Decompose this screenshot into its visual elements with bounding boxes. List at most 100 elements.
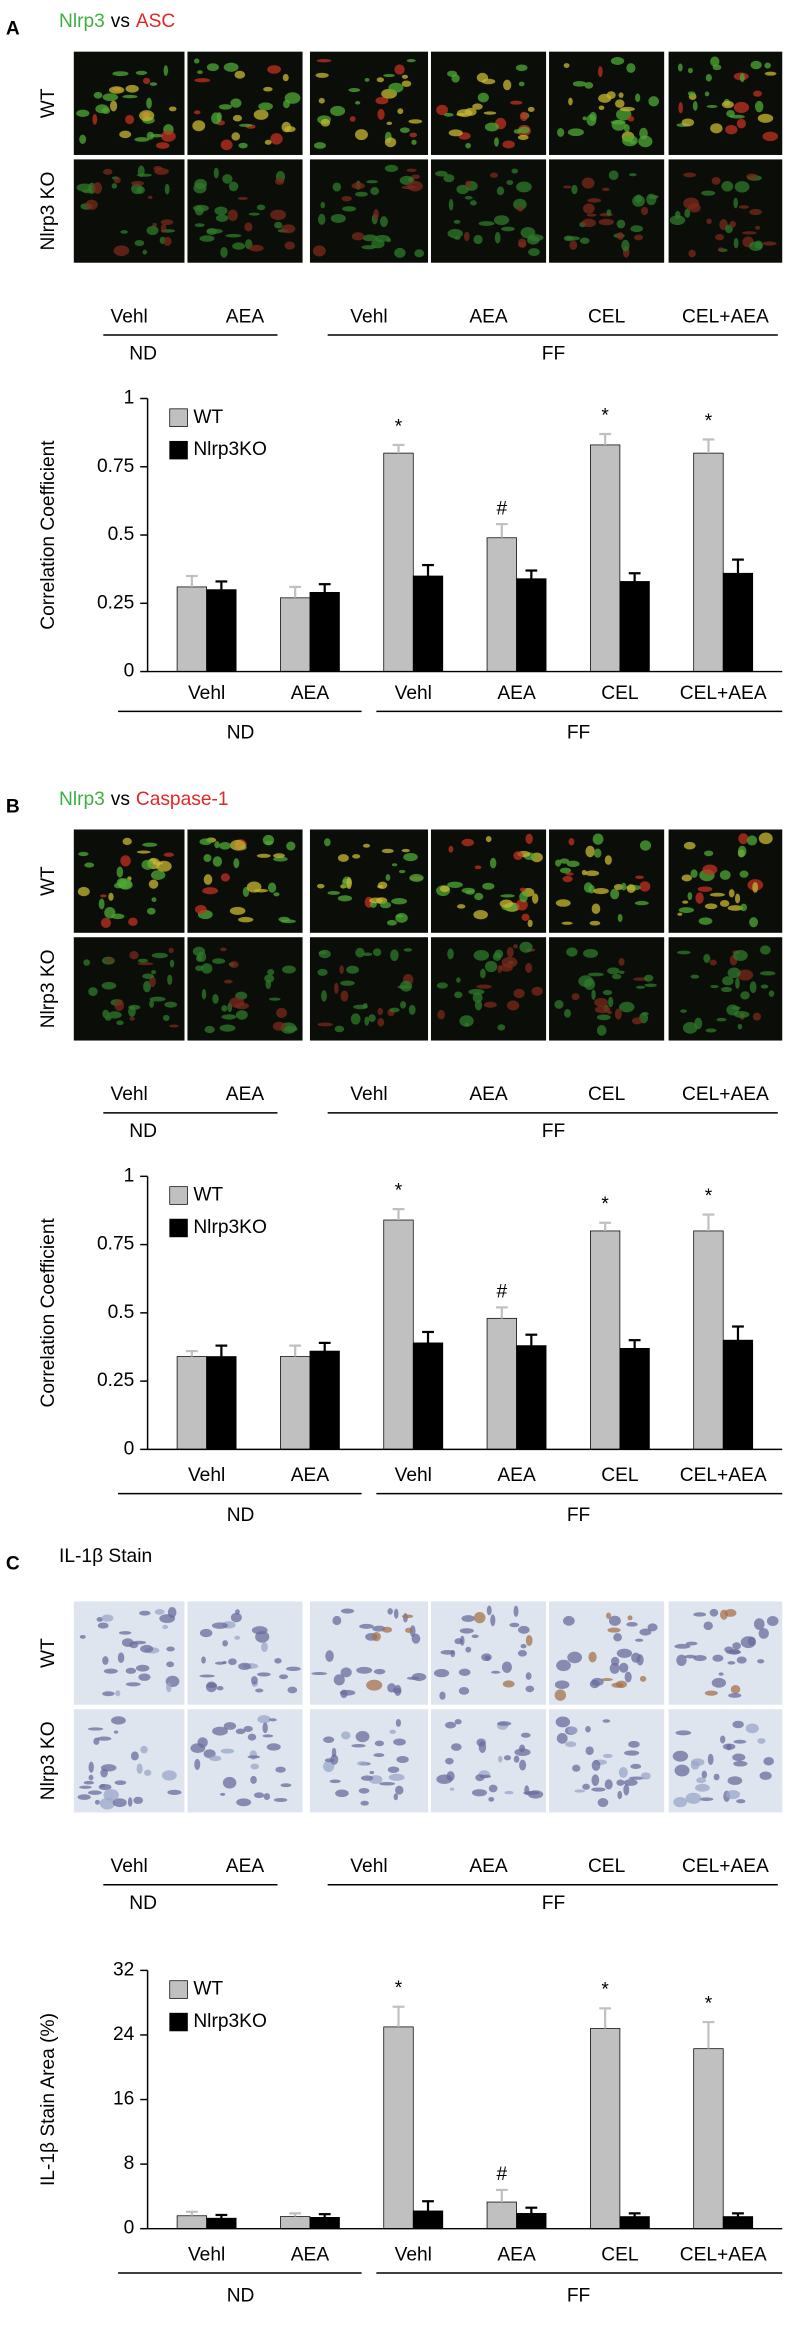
micrograph-speckle (448, 198, 454, 211)
micrograph-speckle (371, 1631, 381, 1642)
error-bar (495, 2188, 508, 2203)
micrograph-speckle (619, 1001, 635, 1013)
micrograph-speckle (387, 1766, 400, 1773)
micrograph-speckle (448, 845, 454, 853)
image-label: Vehl (350, 1084, 387, 1105)
micrograph-speckle (111, 1716, 126, 1725)
micrograph-speckle (734, 181, 750, 193)
micrograph-speckle (733, 1760, 748, 1767)
micrograph-speckle (192, 120, 206, 132)
micrograph-speckle (456, 112, 466, 117)
micrograph-speckle (284, 241, 296, 250)
micrograph-speckle (692, 100, 698, 111)
micrograph-speckle (519, 887, 526, 892)
bar (486, 537, 517, 672)
micrograph-speckle (729, 220, 736, 228)
micrograph-speckle (447, 70, 458, 77)
micrograph-speckle (478, 221, 495, 226)
micrograph-speckle (356, 1666, 373, 1674)
micrograph-speckle (96, 1736, 112, 1741)
error-bar (318, 1341, 331, 1352)
micrograph-speckle (136, 1763, 143, 1774)
title-part: ASC (136, 11, 176, 32)
micrograph-speckle (330, 1754, 339, 1765)
bar (412, 575, 444, 672)
y-tick-label: 16 (113, 2089, 134, 2110)
micrograph-speckle (596, 1014, 611, 1021)
image-label: CEL (588, 1856, 626, 1877)
micrograph-speckle (766, 1615, 779, 1627)
micrograph-speckle (222, 174, 233, 184)
panel-title: Nlrp3 vs Caspase-1 (59, 789, 229, 810)
y-tick-label: 24 (113, 2024, 135, 2045)
micrograph (309, 51, 429, 155)
micrograph-speckle (397, 108, 404, 115)
micrograph-speckle (137, 958, 148, 963)
bar (619, 581, 650, 672)
micrograph-speckle (369, 1770, 375, 1775)
micrograph-speckle (607, 967, 620, 975)
micrograph-speckle (515, 64, 528, 72)
micrograph-speckle (733, 1739, 747, 1744)
legend-label: WT (193, 1185, 223, 1206)
micrograph-speckle (456, 904, 466, 909)
bar (280, 2216, 311, 2230)
micrograph-speckle (107, 1011, 122, 1019)
legend-label: Nlrp3KO (193, 2011, 267, 2032)
micrograph-speckle (556, 1659, 571, 1672)
micrograph-speckle (340, 1667, 352, 1678)
x-tick-label: CEL+AEA (680, 2244, 767, 2265)
micrograph-speckle (709, 892, 725, 897)
micrograph-speckle (608, 996, 614, 1008)
micrograph-speckle (669, 215, 686, 225)
micrograph-speckle (316, 883, 325, 889)
group-label: FF (542, 1893, 565, 1914)
micrograph-speckle (497, 1024, 506, 1031)
group-label: ND (129, 1121, 157, 1142)
error-bar (525, 569, 538, 579)
micrograph-speckle (143, 981, 151, 993)
image-label: CEL+AEA (682, 306, 769, 327)
micrograph-speckle (125, 84, 139, 93)
micrograph-speckle (223, 1722, 237, 1730)
error-bar (215, 580, 228, 590)
micrograph-speckle (273, 892, 280, 897)
error-bar (599, 432, 612, 445)
micrograph-speckle (623, 1784, 630, 1796)
micrograph-speckle (142, 842, 158, 847)
significance-marker: * (601, 405, 609, 426)
micrograph-speckle (136, 850, 151, 854)
micrograph-speckle (227, 209, 238, 222)
micrograph-speckle (88, 987, 98, 997)
micrograph-speckle (624, 1671, 632, 1683)
micrograph-speckle (361, 245, 376, 250)
micrograph-speckle (96, 1617, 103, 1622)
micrograph-speckle (513, 198, 527, 211)
micrograph-speckle (156, 142, 170, 149)
micrograph-speckle (340, 1608, 355, 1614)
micrograph-speckle (339, 965, 344, 974)
micrograph-speckle (144, 1769, 152, 1776)
micrograph-speckle (598, 105, 605, 110)
bar (722, 572, 754, 672)
micrograph-speckle (745, 1723, 759, 1734)
micrograph-speckle (739, 73, 745, 83)
micrograph-speckle (704, 91, 710, 97)
micrograph-speckle (755, 225, 761, 230)
micrograph-speckle (437, 1009, 445, 1020)
image-label: Vehl (110, 1856, 147, 1877)
micrograph-speckle (280, 1783, 292, 1788)
micrograph-speckle (388, 82, 404, 93)
micrograph-speckle (513, 988, 525, 999)
micrograph-speckle (351, 182, 365, 190)
micrograph-speckle (618, 970, 625, 974)
micrograph-speckle (516, 181, 532, 193)
micrograph-speckle (703, 1621, 713, 1631)
x-tick-label: CEL+AEA (680, 683, 767, 704)
micrograph-speckle (500, 894, 515, 898)
micrograph-speckle (373, 1668, 386, 1675)
micrograph-speckle (134, 137, 150, 142)
micrograph-speckle (517, 134, 529, 140)
x-tick-label: AEA (497, 2244, 536, 2265)
micrograph-speckle (624, 1750, 640, 1756)
